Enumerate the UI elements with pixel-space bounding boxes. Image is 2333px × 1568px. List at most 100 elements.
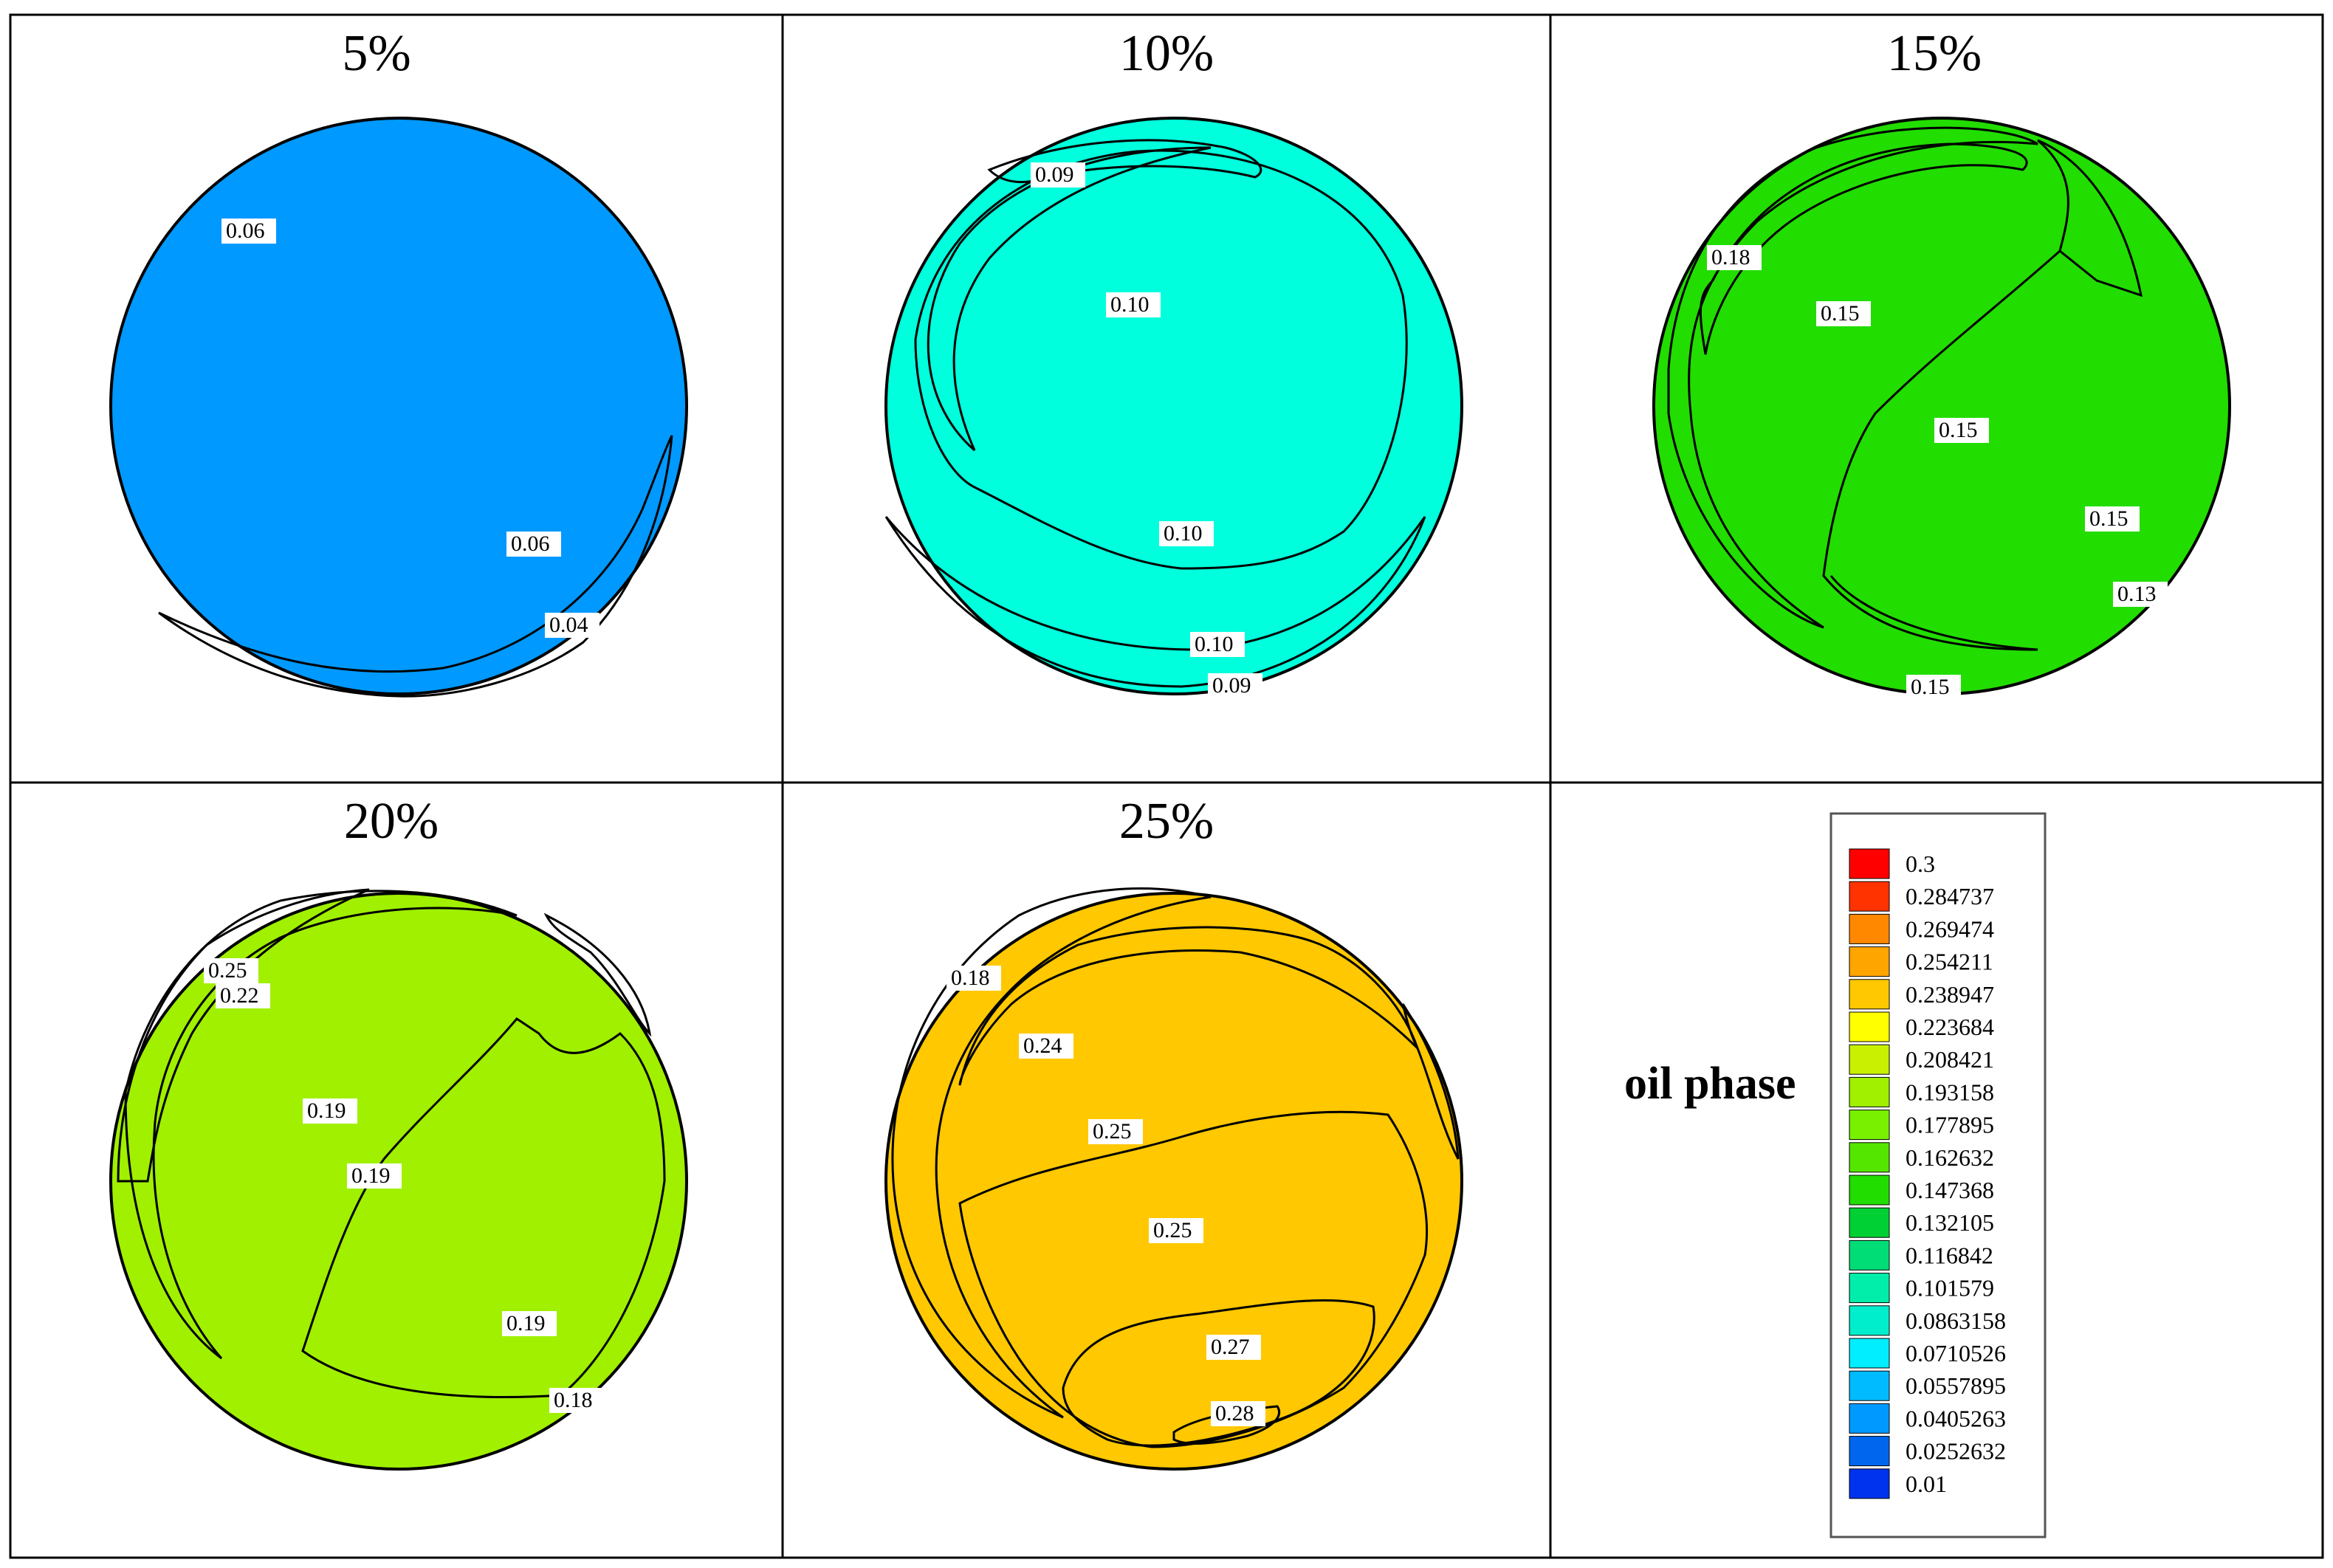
contour-label: 0.19 [347,1163,402,1189]
contour-region [301,1017,666,1398]
contour-label: 0.19 [502,1311,557,1336]
svg-text:0.10: 0.10 [1110,292,1150,317]
legend-label: 0.0710526 [1906,1340,2006,1366]
contour-label: 0.28 [1211,1401,1265,1426]
contour-label: 0.09 [1031,162,1085,188]
svg-text:0.13: 0.13 [2117,582,2157,606]
legend-swatch [1849,848,1890,879]
contour-region [543,912,652,1037]
svg-text:0.28: 0.28 [1215,1401,1254,1426]
legend-swatch [1849,979,1890,1010]
legend-swatch [1849,1011,1890,1042]
contour-region [1062,1299,1375,1447]
panel-title: 20% [344,793,439,850]
contour-label: 0.25 [1088,1119,1143,1144]
legend-swatch [1849,1207,1890,1238]
legend-label: 0.0405263 [1906,1405,2006,1431]
legend-swatch [1849,1110,1890,1141]
legend-swatch [1849,1239,1890,1270]
contour-label: 0.18 [946,966,1001,991]
svg-text:0.18: 0.18 [951,966,990,990]
svg-text:0.18: 0.18 [1711,245,1750,269]
contour-label: 0.24 [1019,1034,1073,1059]
legend-label: 0.0252632 [1906,1438,2006,1465]
panel-title: 10% [1119,25,1214,82]
contour-region [1700,142,2028,355]
contour-label: 0.10 [1190,632,1245,657]
pipe-wall [884,892,1463,1471]
svg-text:0.19: 0.19 [506,1311,546,1335]
svg-text:0.27: 0.27 [1211,1335,1250,1359]
legend-swatch [1849,1305,1890,1336]
contour-label: 0.19 [303,1098,357,1124]
legend-swatch [1849,1142,1890,1173]
legend-swatch [1849,1076,1890,1107]
legend-label: 0.208421 [1906,1046,1994,1073]
panel-title: 5% [342,25,410,82]
svg-text:0.22: 0.22 [220,983,259,1008]
svg-text:0.10: 0.10 [1195,632,1234,656]
contour-label: 0.13 [2113,582,2168,607]
pipe-cross-section [111,118,687,694]
legend-swatch [1849,1403,1890,1434]
legend-swatch [1849,1273,1890,1304]
legend-swatch [1849,913,1890,944]
panel-25-percent: 25% 0.18 0.24 0.25 0.25 0.27 0.28 [884,793,1463,1471]
legend-panel: oil phase 0.3 0.284737 0.269474 0.254211 0.2… [1624,812,2047,1538]
panel-10-percent: 10% 0.09 0.10 0.10 0.10 0.09 [884,25,1463,698]
contour-label: 0.15 [1816,301,1871,326]
svg-text:0.06: 0.06 [226,219,265,243]
svg-text:0.09: 0.09 [1212,673,1251,698]
legend-swatch [1849,1468,1890,1499]
svg-text:0.15: 0.15 [1821,301,1860,326]
svg-text:0.25: 0.25 [1153,1218,1192,1242]
legend-label: 0.177895 [1906,1112,1994,1138]
contour-region [884,516,1426,688]
svg-text:0.18: 0.18 [554,1388,593,1412]
contour-label: 0.04 [545,613,599,638]
svg-text:0.15: 0.15 [1911,675,1950,699]
legend-swatch [1849,946,1890,977]
legend-label: 0.162632 [1906,1144,1994,1171]
legend-label: 0.193158 [1906,1079,1994,1105]
legend-swatch [1849,1044,1890,1075]
contour-label: 0.09 [1208,673,1262,698]
panel-15-percent: 15% 0.18 0.15 0.15 0.15 0.13 0.15 [1652,25,2231,700]
svg-text:0.09: 0.09 [1035,162,1074,187]
contour-label: 0.15 [1906,675,1961,700]
legend-swatch [1849,1338,1890,1369]
contour-line [1822,250,2061,651]
pipe-wall [884,117,1463,695]
contour-label: 0.06 [221,219,276,244]
svg-text:0.06: 0.06 [511,532,550,556]
contour-region [891,887,1212,1419]
svg-text:0.25: 0.25 [1093,1119,1132,1144]
svg-text:0.19: 0.19 [351,1163,391,1188]
contour-region [124,890,518,1360]
contour-region [914,149,1408,570]
legend-label: 0.147368 [1906,1177,1994,1203]
contour-label: 0.25 [1149,1218,1203,1243]
legend-label: 0.116842 [1906,1242,1993,1268]
svg-text:0.10: 0.10 [1164,521,1203,546]
legend-label: 0.0557895 [1906,1372,2006,1399]
contour-region [117,888,370,1183]
contour-label: 0.15 [1934,418,1989,443]
contour-label: 0.15 [2085,506,2140,532]
svg-text:0.24: 0.24 [1023,1034,1062,1058]
contour-region [158,435,673,698]
legend-label: 0.132105 [1906,1209,1994,1236]
contour-region [958,1110,1428,1448]
panel-title: 25% [1119,793,1214,850]
legend-swatch [1849,881,1890,912]
legend-label: 0.3 [1906,850,1935,877]
legend-swatch [1849,1175,1890,1206]
svg-text:0.15: 0.15 [1939,418,1978,442]
panel-title: 15% [1887,25,1982,82]
contour-label: 0.18 [1707,245,1762,270]
contour-region [2037,139,2143,298]
panel-grid [9,13,2324,1559]
contour-region [1401,1003,1460,1160]
legend-swatch [1849,1436,1890,1467]
